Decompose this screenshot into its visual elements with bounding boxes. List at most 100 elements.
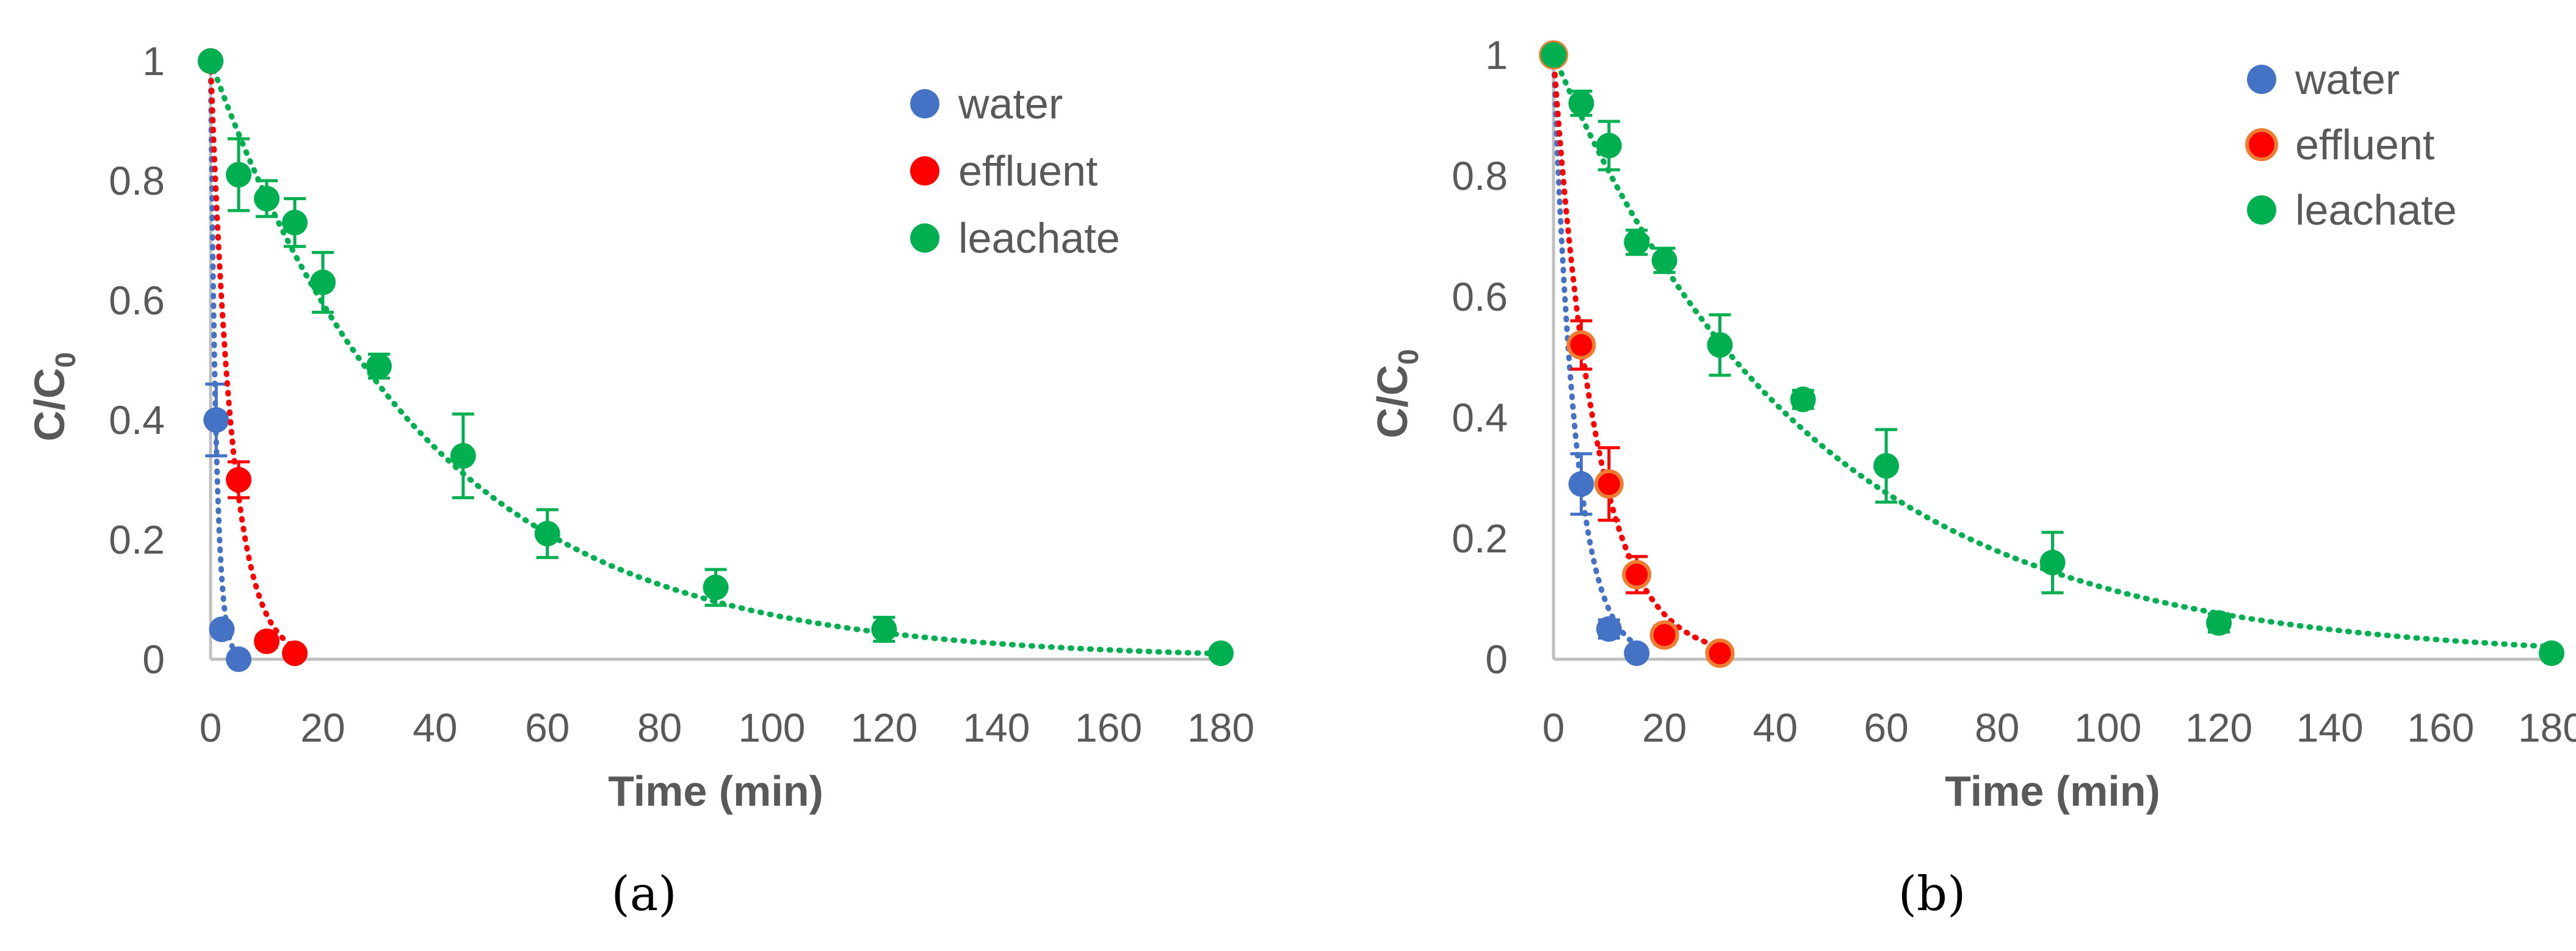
trendline-water — [1550, 52, 1640, 648]
y-tick-label: 0.6 — [109, 278, 165, 323]
x-tick-label: 0 — [1543, 705, 1565, 750]
data-point-leachate — [366, 353, 392, 379]
data-point-effluent — [1622, 560, 1652, 590]
data-point-leachate — [225, 162, 251, 188]
data-point-water — [1624, 640, 1650, 667]
trendline-effluent — [208, 58, 298, 650]
trendline-water — [208, 58, 242, 658]
x-tick-label: 160 — [1075, 705, 1142, 750]
x-tick-label: 80 — [637, 705, 682, 750]
data-point-effluent — [1566, 330, 1596, 360]
data-point-effluent — [281, 640, 308, 667]
legend-label-water: water — [2295, 56, 2400, 103]
x-tick-label: 80 — [1975, 705, 2019, 750]
data-point-effluent — [225, 467, 251, 493]
panel-label-b: (b) — [1898, 867, 1966, 922]
x-tick-label: 60 — [1864, 705, 1908, 750]
y-tick-label: 0.2 — [1452, 516, 1508, 561]
x-axis-title: Time (min) — [608, 767, 823, 815]
data-point-leachate — [1596, 132, 1622, 159]
y-axis-title-subscript: 0 — [1392, 349, 1424, 365]
chart-panel-b: 0 20 40 60 80 100 120 140 160 180 0 0.2 0.4 0.6 0.8 1 Ti… — [1288, 0, 2576, 951]
data-point-leachate — [1624, 229, 1650, 255]
x-tick-label: 120 — [850, 705, 917, 750]
data-point-water — [225, 646, 251, 672]
data-point-leachate — [1707, 332, 1733, 358]
data-point-leachate — [1208, 640, 1234, 667]
y-axis-title-main: C/C — [26, 368, 73, 442]
y-tick-label: 0 — [1485, 637, 1508, 682]
y-tick-label: 0 — [142, 637, 165, 682]
legend-marker-effluent — [2245, 128, 2278, 161]
x-tick-label: 40 — [1753, 705, 1798, 750]
data-point-effluent — [253, 628, 280, 654]
data-point-leachate — [1790, 386, 1816, 413]
data-point-leachate — [450, 443, 476, 469]
x-tick-label: 60 — [525, 705, 570, 750]
y-tick-label: 0.2 — [109, 517, 165, 562]
series-effluent — [1539, 40, 1735, 668]
data-point-leachate — [198, 48, 223, 74]
x-tick-label: 120 — [2185, 705, 2252, 750]
data-point-water — [1596, 616, 1622, 642]
legend-marker-water — [910, 89, 939, 118]
x-axis-title: Time (min) — [1945, 767, 2160, 815]
x-tick-label: 160 — [2407, 705, 2474, 750]
data-point-water — [203, 407, 230, 433]
x-tick-label: 40 — [413, 705, 457, 750]
panel-label-a: (a) — [611, 867, 677, 922]
y-tick-label: 1 — [1485, 32, 1508, 78]
legend-label-water: water — [958, 80, 1063, 128]
data-point-water — [209, 617, 235, 642]
series-leachate — [1541, 42, 2564, 667]
x-tick-label: 100 — [2074, 705, 2141, 750]
x-tick-label: 0 — [200, 705, 222, 750]
legend-label-effluent: effluent — [958, 147, 1098, 195]
x-tick-label: 20 — [1642, 705, 1687, 750]
legend-label-effluent: effluent — [2295, 121, 2434, 168]
x-tick-label: 20 — [300, 705, 345, 750]
y-tick-label: 0.4 — [109, 397, 165, 443]
x-tick-label: 100 — [738, 705, 805, 750]
y-axis-title-subscript: 0 — [49, 352, 81, 368]
y-tick-label: 0.8 — [1452, 153, 1508, 198]
legend-label-leachate: leachate — [2295, 186, 2457, 234]
data-point-leachate — [1651, 247, 1677, 273]
y-tick-label: 1 — [142, 38, 165, 84]
legend-label-leachate: leachate — [958, 214, 1120, 262]
data-point-water — [1568, 471, 1594, 497]
x-tick-label: 180 — [2518, 705, 2576, 750]
legend-marker-effluent — [910, 156, 939, 186]
data-point-leachate — [2539, 640, 2564, 667]
data-point-leachate — [871, 617, 897, 642]
data-point-leachate — [1568, 90, 1594, 117]
data-point-effluent — [1705, 638, 1735, 668]
series-leachate — [198, 48, 1234, 667]
legend-marker-leachate — [910, 223, 939, 253]
x-tick-label: 140 — [963, 705, 1030, 750]
y-axis-title: C/C0 — [26, 352, 81, 441]
legend-marker-leachate — [2247, 195, 2276, 225]
chart-b-svg: 0 20 40 60 80 100 120 140 160 180 0 0.2 0.4 0.6 0.8 1 Ti… — [1369, 32, 2576, 815]
data-point-leachate — [703, 574, 729, 601]
chart-panel-a: 0 20 40 60 80 100 120 140 160 180 0 0.2 0.4 0.6 0.8 1 Ti… — [26, 38, 1254, 922]
chart-a-svg: 0 20 40 60 80 100 120 140 160 180 0 0.2 0.4 0.6 0.8 1 Ti… — [26, 38, 1254, 815]
x-tick-label: 140 — [2296, 705, 2364, 750]
y-tick-label: 0.4 — [1452, 395, 1508, 440]
legend-marker-water — [2247, 65, 2276, 94]
y-axis-title-main: C/C — [1369, 365, 1416, 439]
data-point-leachate — [281, 209, 308, 236]
data-point-leachate — [309, 269, 336, 295]
data-point-leachate — [2039, 549, 2066, 576]
data-point-leachate — [2206, 610, 2232, 636]
data-point-leachate — [1873, 453, 1899, 479]
y-tick-label: 0.8 — [109, 158, 165, 203]
data-point-leachate — [1541, 42, 1566, 68]
data-point-leachate — [253, 186, 280, 212]
y-tick-label: 0.6 — [1452, 274, 1508, 319]
data-point-effluent — [1594, 469, 1624, 499]
y-axis-title: C/C0 — [1369, 349, 1424, 438]
data-point-effluent — [1649, 620, 1679, 650]
x-tick-label: 180 — [1187, 705, 1254, 750]
